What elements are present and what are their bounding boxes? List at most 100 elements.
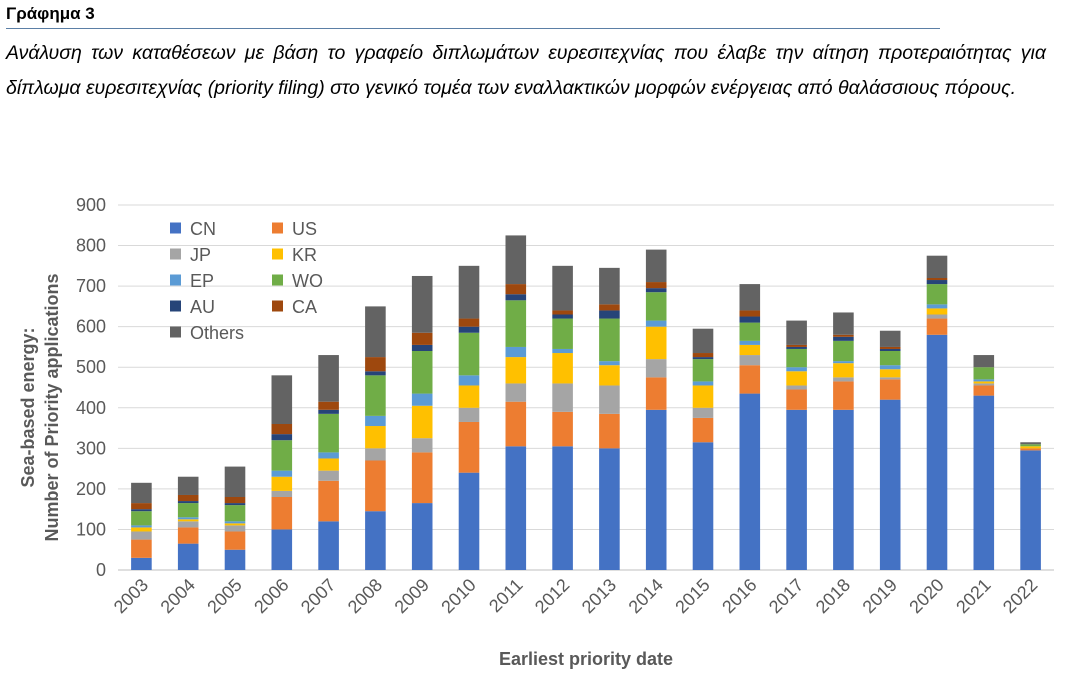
x-tick-label: 2012 [531,575,573,617]
bar-segment-others-2010 [459,266,480,319]
legend-label-kr: KR [292,245,317,265]
bar-segment-kr-2022 [1020,446,1041,448]
x-tick-label: 2013 [578,575,620,617]
bar-segment-au-2006 [272,434,293,440]
bar-segment-us-2004 [178,527,199,543]
bar-segment-jp-2005 [225,525,246,531]
bar-segment-us-2019 [880,379,901,399]
x-tick-label: 2022 [999,575,1041,617]
bar-segment-jp-2018 [833,377,854,381]
bar-segment-others-2013 [599,268,620,305]
bar-segment-wo-2004 [178,503,199,517]
bar-segment-us-2015 [693,418,714,442]
bar-segment-others-2014 [646,250,667,282]
bar-segment-ca-2016 [740,310,761,316]
legend-swatch-us [272,223,283,234]
bar-segment-wo-2020 [927,284,948,304]
bar-segment-jp-2015 [693,408,714,418]
bar-segment-kr-2016 [740,345,761,355]
bar-segment-au-2011 [506,294,527,300]
bar-segment-jp-2013 [599,385,620,413]
bar-segment-others-2016 [740,284,761,310]
bar-segment-cn-2015 [693,442,714,570]
bar-segment-wo-2017 [786,349,807,367]
bar-segment-cn-2020 [927,335,948,570]
bar-segment-cn-2006 [272,529,293,570]
bar-segment-others-2006 [272,375,293,424]
bar-segment-wo-2016 [740,323,761,341]
y-axis-title-line-1: Sea-based energy: [18,327,38,487]
bar-segment-jp-2010 [459,408,480,422]
bar-segment-kr-2008 [365,426,386,448]
bar-segment-jp-2006 [272,491,293,497]
x-tick-label: 2016 [718,575,760,617]
x-tick-label: 2007 [297,575,339,617]
legend-label-cn: CN [190,219,216,239]
x-tick-label: 2005 [203,575,245,617]
legend-label-ca: CA [292,297,317,317]
bar-segment-wo-2019 [880,351,901,365]
bar-segment-us-2022 [1020,448,1041,450]
bar-segment-others-2020 [927,256,948,278]
bar-segment-wo-2006 [272,440,293,470]
bar-segment-au-2010 [459,327,480,333]
bar-segment-wo-2007 [318,414,339,453]
bar-segment-kr-2018 [833,363,854,377]
bar-segment-others-2005 [225,467,246,497]
y-tick-label: 900 [76,195,106,215]
y-axis-ticks: 0100200300400500600700800900 [76,195,106,580]
legend-swatch-wo [272,275,283,286]
legend-swatch-ep [170,275,181,286]
bar-segment-au-2013 [599,310,620,318]
bar-segment-kr-2010 [459,385,480,407]
legend-label-others: Others [190,323,244,343]
bar-segment-ca-2017 [786,345,807,347]
bar-segment-ep-2009 [412,394,433,406]
bar-segment-ep-2012 [552,349,573,353]
bar-segment-jp-2021 [974,383,995,385]
y-tick-label: 0 [96,560,106,580]
bar-segment-ca-2010 [459,319,480,327]
bar-segment-others-2019 [880,331,901,347]
bar-segment-cn-2022 [1020,450,1041,570]
bar-segment-ca-2004 [178,495,199,501]
bar-segment-wo-2012 [552,319,573,349]
bar-segment-cn-2019 [880,400,901,570]
bar-segment-us-2012 [552,412,573,446]
bar-segment-ep-2008 [365,416,386,426]
bar-segment-ep-2018 [833,361,854,363]
x-tick-label: 2021 [952,575,994,617]
bar-segment-cn-2009 [412,503,433,570]
bar-segment-au-2004 [178,501,199,503]
bar-segment-cn-2018 [833,410,854,570]
bar-segment-au-2008 [365,371,386,375]
y-tick-label: 300 [76,438,106,458]
bar-segment-ca-2015 [693,353,714,357]
bar-segment-kr-2005 [225,523,246,525]
bar-segment-jp-2011 [506,383,527,401]
x-tick-label: 2020 [905,575,947,617]
bar-segment-others-2004 [178,477,199,495]
legend-swatch-others [170,327,181,338]
bar-segment-jp-2007 [318,471,339,481]
bar-segment-jp-2020 [927,315,948,319]
bar-segment-kr-2011 [506,357,527,383]
bar-segment-ep-2007 [318,452,339,458]
bar-segment-us-2007 [318,481,339,522]
bar-segment-ep-2016 [740,341,761,345]
bar-segment-cn-2017 [786,410,807,570]
bar-segment-au-2017 [786,347,807,349]
bar-segment-us-2017 [786,390,807,410]
legend-label-wo: WO [292,271,323,291]
bar-segment-au-2014 [646,288,667,292]
bar-segment-kr-2003 [131,527,152,531]
legend-label-us: US [292,219,317,239]
bar-segment-jp-2017 [786,385,807,389]
bar-segment-us-2021 [974,385,995,395]
bar-segment-others-2022 [1020,442,1041,444]
bar-segment-others-2018 [833,312,854,334]
bar-segment-kr-2013 [599,365,620,385]
x-axis-ticks: 2003200420052006200720082009201020112012… [110,575,1042,617]
y-tick-label: 100 [76,519,106,539]
bar-segment-us-2003 [131,540,152,558]
